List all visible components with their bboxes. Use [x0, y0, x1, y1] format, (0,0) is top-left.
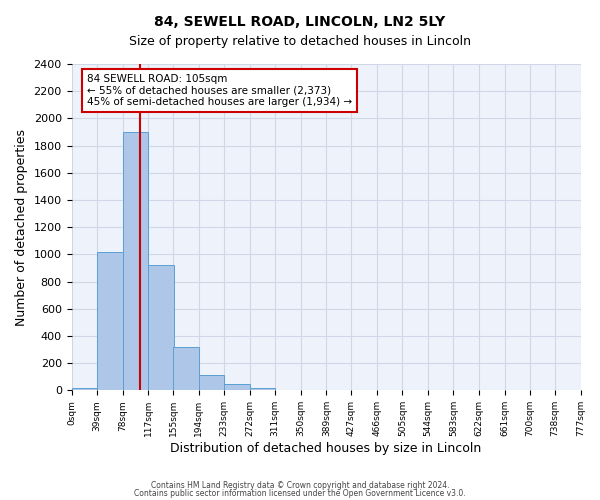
Text: Contains public sector information licensed under the Open Government Licence v3: Contains public sector information licen…	[134, 488, 466, 498]
Bar	[97, 252, 122, 390]
Text: Size of property relative to detached houses in Lincoln: Size of property relative to detached ho…	[129, 35, 471, 48]
Bar	[173, 347, 199, 391]
Text: 84 SEWELL ROAD: 105sqm
← 55% of detached houses are smaller (2,373)
45% of semi-: 84 SEWELL ROAD: 105sqm ← 55% of detached…	[87, 74, 352, 107]
Text: 84, SEWELL ROAD, LINCOLN, LN2 5LY: 84, SEWELL ROAD, LINCOLN, LN2 5LY	[154, 15, 446, 29]
Bar	[250, 388, 275, 390]
Text: Contains HM Land Registry data © Crown copyright and database right 2024.: Contains HM Land Registry data © Crown c…	[151, 481, 449, 490]
Bar	[224, 384, 250, 390]
Bar	[122, 132, 148, 390]
Bar	[199, 376, 224, 390]
Y-axis label: Number of detached properties: Number of detached properties	[15, 128, 28, 326]
Bar	[148, 265, 174, 390]
Bar	[71, 388, 97, 390]
X-axis label: Distribution of detached houses by size in Lincoln: Distribution of detached houses by size …	[170, 442, 482, 455]
